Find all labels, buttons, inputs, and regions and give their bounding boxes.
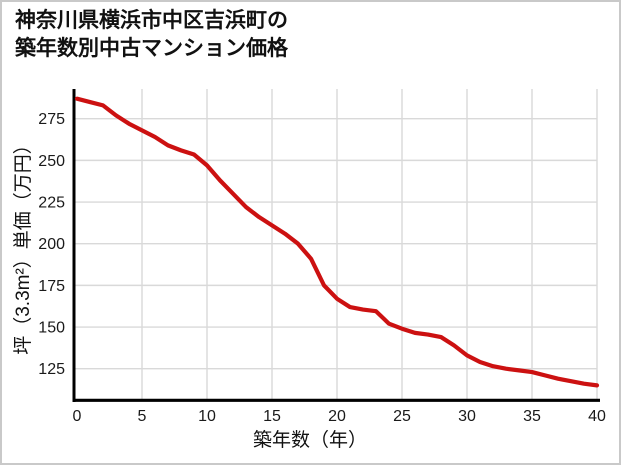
y-tick-label-175: 175 (38, 278, 65, 295)
y-tick-label-150: 150 (38, 320, 65, 337)
chart-title-line2: 築年数別中古マンション価格 (15, 37, 288, 60)
axes (72, 89, 600, 402)
x-axis-label: 築年数（年） (253, 429, 367, 451)
x-tick-label-5: 5 (138, 408, 147, 425)
vertical-gridlines (141, 89, 598, 399)
y-tick-label-250: 250 (38, 153, 65, 170)
x-tick-label-20: 20 (328, 408, 346, 425)
y-tick-label-275: 275 (38, 111, 65, 128)
price-line (74, 96, 600, 388)
y-tick-label-225: 225 (38, 195, 65, 212)
y-tick-label-200: 200 (38, 236, 65, 253)
x-tick-label-25: 25 (393, 408, 411, 425)
x-tick-label-35: 35 (523, 408, 541, 425)
y-tick-label-125: 125 (38, 361, 65, 378)
x-tick-label-10: 10 (198, 408, 216, 425)
x-tick-labels: 0 5 10 15 20 25 30 35 40 (73, 408, 606, 425)
y-tick-labels: 125 150 175 200 225 250 275 (38, 111, 65, 378)
x-tick-label-0: 0 (73, 408, 82, 425)
x-tick-label-15: 15 (263, 408, 281, 425)
x-tick-label-40: 40 (588, 408, 606, 425)
x-tick-label-30: 30 (458, 408, 476, 425)
chart-title: 神奈川県横浜市中区吉浜町の 築年数別中古マンション価格 (15, 7, 288, 63)
horizontal-gridlines (73, 117, 597, 370)
chart-title-line1: 神奈川県横浜市中区吉浜町の (15, 9, 288, 32)
price-line-series (74, 96, 600, 388)
y-axis-label: 坪（3.3m²）単価（万円） (12, 135, 34, 355)
